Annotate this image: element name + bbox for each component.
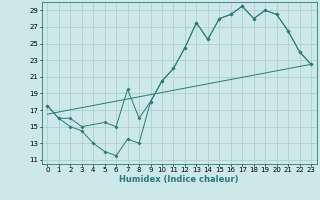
X-axis label: Humidex (Indice chaleur): Humidex (Indice chaleur) [119, 175, 239, 184]
